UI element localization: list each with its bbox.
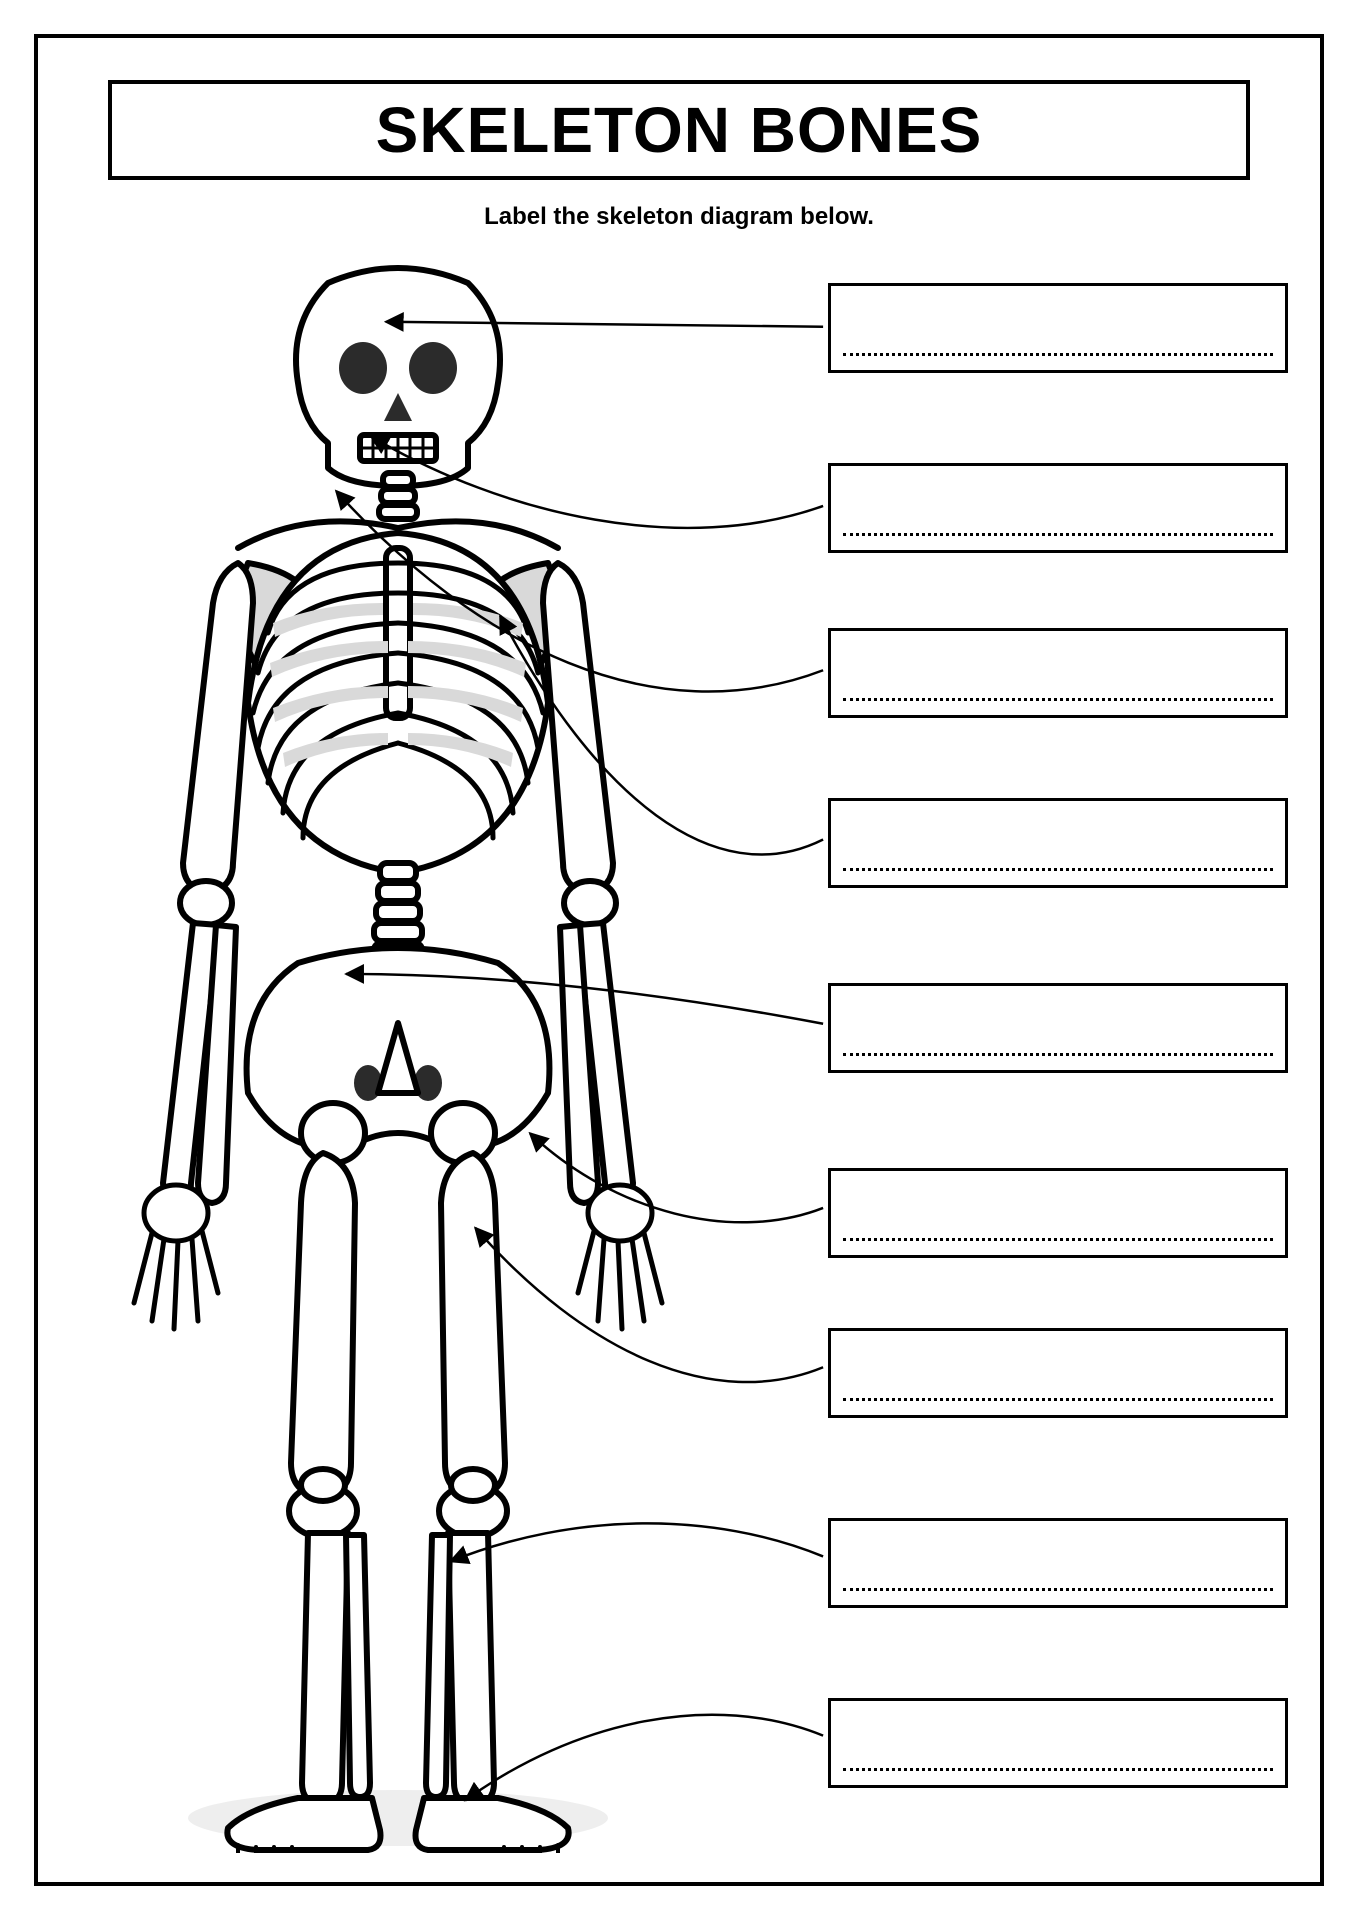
answer-box-6[interactable] bbox=[828, 1168, 1288, 1258]
title-frame: SKELETON BONES bbox=[108, 80, 1250, 180]
answer-box-2[interactable] bbox=[828, 463, 1288, 553]
answer-box-8[interactable] bbox=[828, 1518, 1288, 1608]
instruction-text: Label the skeleton diagram below. bbox=[38, 203, 1320, 231]
skeleton-illustration bbox=[98, 263, 718, 1853]
page-title: SKELETON BONES bbox=[376, 93, 983, 167]
answer-box-1[interactable] bbox=[828, 283, 1288, 373]
answer-box-3[interactable] bbox=[828, 628, 1288, 718]
worksheet-page: SKELETON BONES Label the skeleton diagra… bbox=[0, 0, 1358, 1920]
answer-box-4[interactable] bbox=[828, 798, 1288, 888]
answer-box-5[interactable] bbox=[828, 983, 1288, 1073]
answer-box-7[interactable] bbox=[828, 1328, 1288, 1418]
page-frame: SKELETON BONES Label the skeleton diagra… bbox=[34, 34, 1324, 1886]
answer-box-9[interactable] bbox=[828, 1698, 1288, 1788]
